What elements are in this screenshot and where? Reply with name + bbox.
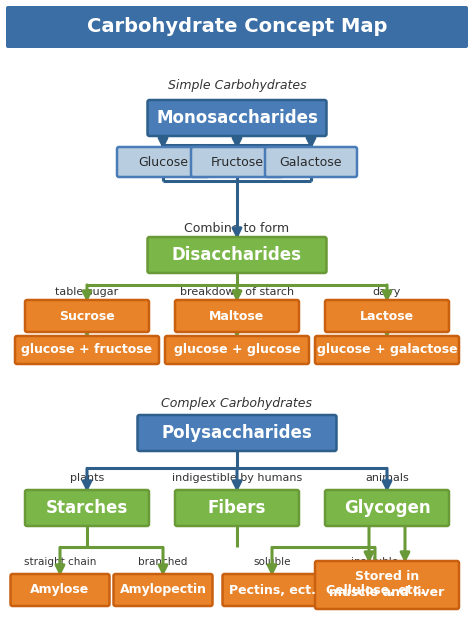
Text: Carbohydrate Concept Map: Carbohydrate Concept Map [87, 18, 387, 36]
FancyBboxPatch shape [315, 561, 459, 609]
Text: Pectins, ect.: Pectins, ect. [228, 583, 315, 597]
FancyBboxPatch shape [165, 336, 309, 364]
Text: Stored in
muscle and liver: Stored in muscle and liver [329, 570, 445, 600]
Text: dairy: dairy [373, 287, 401, 297]
Text: straight chain: straight chain [24, 557, 96, 567]
Text: plants: plants [70, 473, 104, 483]
FancyBboxPatch shape [315, 336, 459, 364]
FancyBboxPatch shape [25, 490, 149, 526]
Text: animals: animals [365, 473, 409, 483]
Text: Starches: Starches [46, 499, 128, 517]
FancyBboxPatch shape [325, 300, 449, 332]
Text: Fibers: Fibers [208, 499, 266, 517]
FancyBboxPatch shape [147, 100, 327, 136]
FancyBboxPatch shape [117, 147, 209, 177]
Text: table sugar: table sugar [55, 287, 118, 297]
FancyBboxPatch shape [222, 574, 321, 606]
FancyBboxPatch shape [175, 490, 299, 526]
Text: branched: branched [138, 557, 188, 567]
Text: soluble: soluble [253, 557, 291, 567]
Text: Amylopectin: Amylopectin [119, 583, 207, 597]
Text: Disaccharides: Disaccharides [172, 246, 302, 264]
Text: insoluble: insoluble [351, 557, 399, 567]
Text: indigestible by humans: indigestible by humans [172, 473, 302, 483]
Text: Sucrose: Sucrose [59, 309, 115, 322]
FancyBboxPatch shape [175, 300, 299, 332]
Text: Glycogen: Glycogen [344, 499, 430, 517]
Text: Glucose: Glucose [138, 155, 188, 168]
Text: Simple Carbohydrates: Simple Carbohydrates [168, 78, 306, 91]
Text: Maltose: Maltose [210, 309, 264, 322]
FancyBboxPatch shape [25, 300, 149, 332]
Text: Galactose: Galactose [280, 155, 342, 168]
Text: Polysaccharides: Polysaccharides [162, 424, 312, 442]
FancyBboxPatch shape [113, 574, 212, 606]
Text: glucose + glucose: glucose + glucose [173, 344, 301, 356]
Text: Cellulose, etc.: Cellulose, etc. [326, 583, 424, 597]
Text: Combine to form: Combine to form [184, 222, 290, 235]
Text: breakdown of starch: breakdown of starch [180, 287, 294, 297]
FancyBboxPatch shape [191, 147, 283, 177]
Text: Complex Carbohydrates: Complex Carbohydrates [162, 396, 312, 409]
Text: Amylose: Amylose [30, 583, 90, 597]
Text: Lactose: Lactose [360, 309, 414, 322]
FancyBboxPatch shape [147, 237, 327, 273]
Text: Monosaccharides: Monosaccharides [156, 109, 318, 127]
FancyBboxPatch shape [15, 336, 159, 364]
FancyBboxPatch shape [10, 574, 109, 606]
FancyBboxPatch shape [325, 490, 449, 526]
FancyBboxPatch shape [137, 415, 337, 451]
Text: glucose + fructose: glucose + fructose [21, 344, 153, 356]
FancyBboxPatch shape [6, 6, 468, 48]
Text: Fructose: Fructose [210, 155, 264, 168]
Text: glucose + galactose: glucose + galactose [317, 344, 457, 356]
FancyBboxPatch shape [323, 574, 427, 606]
FancyBboxPatch shape [265, 147, 357, 177]
